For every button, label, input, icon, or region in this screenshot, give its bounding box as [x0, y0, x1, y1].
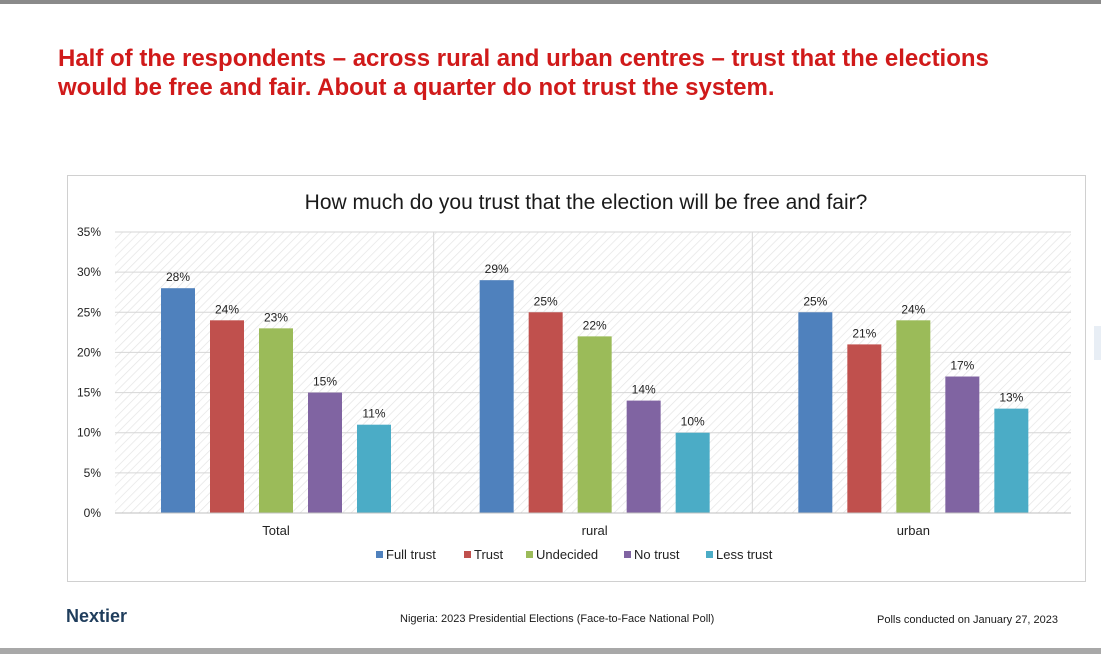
y-tick-label: 35%: [77, 225, 101, 239]
headline: Half of the respondents – across rural a…: [58, 45, 989, 101]
y-tick-label: 5%: [84, 466, 102, 480]
data-label: 24%: [215, 302, 239, 316]
bar: [847, 344, 882, 513]
bar: [479, 280, 514, 513]
legend-swatch: [706, 551, 713, 558]
legend-swatch: [526, 551, 533, 558]
data-label: 15%: [313, 375, 337, 389]
data-label: 22%: [583, 318, 607, 332]
legend-swatch: [464, 551, 471, 558]
right-edge-tab: [1094, 326, 1101, 360]
x-category-label: Total: [262, 523, 290, 538]
data-label: 21%: [852, 326, 876, 340]
bar: [994, 408, 1029, 513]
chart-area: How much do you trust that the election …: [67, 175, 1086, 582]
footer-source: Nigeria: 2023 Presidential Elections (Fa…: [400, 613, 715, 625]
bar: [675, 432, 710, 513]
data-label: 25%: [534, 294, 558, 308]
bar: [210, 320, 244, 513]
data-label: 17%: [950, 359, 974, 373]
bar: [577, 336, 612, 513]
legend-label: Full trust: [386, 547, 436, 562]
bar: [945, 376, 980, 513]
legend-label: Trust: [474, 547, 504, 562]
chart-svg: How much do you trust that the election …: [77, 191, 1071, 562]
bar: [528, 312, 563, 513]
legend-swatch: [624, 551, 631, 558]
data-label: 29%: [485, 262, 509, 276]
data-label: 24%: [901, 302, 925, 316]
legend-label: Undecided: [536, 547, 598, 562]
legend-label: Less trust: [716, 547, 773, 562]
nextier-logo: Nextier: [66, 606, 128, 626]
y-tick-label: 30%: [77, 265, 101, 279]
bar: [161, 288, 195, 513]
bottom-border: [0, 648, 1101, 654]
x-category-label: urban: [897, 523, 930, 538]
y-tick-label: 15%: [77, 386, 101, 400]
bar: [308, 392, 342, 513]
legend-swatch: [376, 551, 383, 558]
legend-label: No trust: [634, 547, 680, 562]
data-label: 28%: [166, 270, 190, 284]
bar: [896, 320, 931, 513]
data-label: 14%: [632, 383, 656, 397]
data-label: 10%: [681, 415, 705, 429]
x-category-label: rural: [582, 523, 608, 538]
y-tick-label: 0%: [84, 506, 102, 520]
bar: [357, 424, 391, 513]
bar: [626, 400, 661, 513]
y-tick-label: 20%: [77, 345, 101, 359]
top-border: [0, 0, 1101, 4]
footer-date: Polls conducted on January 27, 2023: [877, 614, 1059, 626]
data-label: 13%: [999, 391, 1023, 405]
y-tick-label: 10%: [77, 426, 101, 440]
data-label: 11%: [362, 407, 385, 421]
chart-title: How much do you trust that the election …: [305, 191, 868, 214]
y-tick-label: 25%: [77, 305, 101, 319]
data-label: 25%: [803, 294, 827, 308]
data-label: 23%: [264, 310, 288, 324]
bar: [259, 328, 293, 513]
bar: [798, 312, 833, 513]
